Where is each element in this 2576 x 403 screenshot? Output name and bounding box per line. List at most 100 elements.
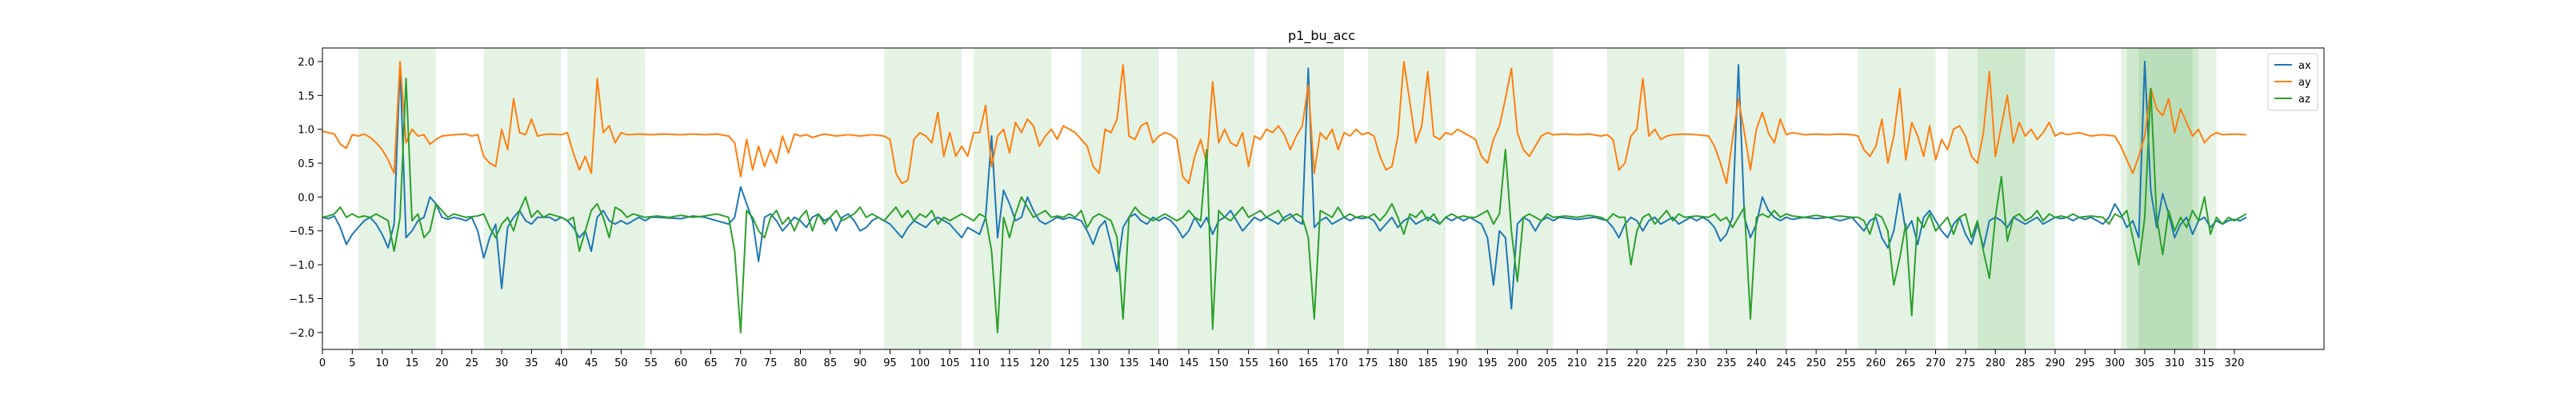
legend-label-ax: ax xyxy=(2298,60,2311,72)
x-tick-label-295: 295 xyxy=(2075,357,2095,369)
x-tick-label-50: 50 xyxy=(614,357,628,369)
x-tick-label-195: 195 xyxy=(1478,357,1498,369)
x-tick-label-165: 165 xyxy=(1298,357,1318,369)
y-axis: −2.0 −1.5 −1.0 −0.5 0.0 0.5 1.0 1.5 2.0 xyxy=(289,57,322,340)
x-tick-label-270: 270 xyxy=(1926,357,1946,369)
x-tick-label-310: 310 xyxy=(2165,357,2185,369)
y-tick-label-6: 1.0 xyxy=(298,125,314,137)
x-tick-label-250: 250 xyxy=(1806,357,1826,369)
x-axis: 0 5 10 15 20 25 30 35 40 45 50 55 60 65 70 75 80 85 90 95 10… xyxy=(319,349,2245,369)
x-tick-label-110: 110 xyxy=(970,357,990,369)
x-tick-label-150: 150 xyxy=(1209,357,1229,369)
x-tick-label-185: 185 xyxy=(1418,357,1438,369)
shaded-span-14 xyxy=(1977,48,2055,349)
x-tick-label-0: 0 xyxy=(319,357,326,369)
x-tick-label-230: 230 xyxy=(1686,357,1706,369)
x-tick-label-125: 125 xyxy=(1059,357,1079,369)
shaded-span-7 xyxy=(1266,48,1345,349)
shaded-span-15 xyxy=(2121,48,2199,349)
x-tick-label-290: 290 xyxy=(2045,357,2065,369)
shaded-span-1 xyxy=(483,48,562,349)
x-tick-label-200: 200 xyxy=(1507,357,1527,369)
x-tick-label-75: 75 xyxy=(764,357,778,369)
x-tick-label-210: 210 xyxy=(1567,357,1587,369)
x-tick-label-95: 95 xyxy=(883,357,897,369)
x-tick-label-40: 40 xyxy=(554,357,568,369)
legend-box xyxy=(2267,53,2318,111)
x-tick-label-205: 205 xyxy=(1538,357,1558,369)
x-tick-label-300: 300 xyxy=(2105,357,2125,369)
shaded-span-12 xyxy=(1858,48,1936,349)
x-tick-label-135: 135 xyxy=(1119,357,1139,369)
x-tick-label-25: 25 xyxy=(465,357,478,369)
shaded-spans xyxy=(358,48,2217,349)
y-tick-label-3: −0.5 xyxy=(289,226,314,238)
x-tick-label-120: 120 xyxy=(1030,357,1050,369)
y-tick-label-0: −2.0 xyxy=(289,328,314,340)
x-tick-label-240: 240 xyxy=(1746,357,1766,369)
x-tick-label-130: 130 xyxy=(1090,357,1110,369)
x-tick-label-65: 65 xyxy=(704,357,718,369)
shaded-span-10 xyxy=(1606,48,1685,349)
x-tick-label-160: 160 xyxy=(1269,357,1289,369)
x-tick-label-155: 155 xyxy=(1238,357,1258,369)
shaded-span-11 xyxy=(1708,48,1786,349)
x-tick-label-315: 315 xyxy=(2194,357,2214,369)
series-lines xyxy=(322,60,2247,333)
y-tick-label-2: −1.0 xyxy=(289,260,314,272)
x-tick-label-305: 305 xyxy=(2135,357,2155,369)
x-tick-label-55: 55 xyxy=(645,357,658,369)
x-tick-label-145: 145 xyxy=(1179,357,1199,369)
x-tick-label-190: 190 xyxy=(1448,357,1468,369)
x-tick-label-100: 100 xyxy=(910,357,930,369)
x-tick-label-170: 170 xyxy=(1328,357,1348,369)
x-tick-label-175: 175 xyxy=(1358,357,1378,369)
y-tick-label-4: 0.0 xyxy=(298,192,314,204)
shaded-span-17 xyxy=(2126,48,2193,349)
x-tick-label-30: 30 xyxy=(495,357,509,369)
x-tick-label-280: 280 xyxy=(1986,357,2006,369)
shaded-span-4 xyxy=(974,48,1052,349)
x-tick-label-80: 80 xyxy=(794,357,807,369)
x-tick-label-85: 85 xyxy=(824,357,838,369)
x-tick-label-245: 245 xyxy=(1776,357,1796,369)
x-tick-label-20: 20 xyxy=(435,357,449,369)
x-tick-label-235: 235 xyxy=(1717,357,1737,369)
shaded-span-0 xyxy=(358,48,436,349)
x-tick-label-35: 35 xyxy=(525,357,538,369)
plot-frame xyxy=(322,47,2325,350)
x-tick-label-60: 60 xyxy=(674,357,688,369)
series-line-az xyxy=(322,78,2247,333)
legend-label-az: az xyxy=(2298,94,2310,106)
x-tick-label-285: 285 xyxy=(2015,357,2035,369)
x-tick-label-320: 320 xyxy=(2225,357,2245,369)
x-tick-label-5: 5 xyxy=(349,357,355,369)
series-line-ax xyxy=(322,60,2247,310)
x-tick-label-180: 180 xyxy=(1388,357,1408,369)
legend: ax ay az xyxy=(2267,53,2318,111)
series-line-ay xyxy=(322,60,2246,185)
x-tick-label-260: 260 xyxy=(1866,357,1886,369)
x-tick-label-115: 115 xyxy=(999,357,1019,369)
x-tick-label-140: 140 xyxy=(1149,357,1169,369)
x-tick-label-215: 215 xyxy=(1597,357,1617,369)
x-tick-label-105: 105 xyxy=(940,357,960,369)
x-tick-label-275: 275 xyxy=(1955,357,1975,369)
shaded-span-8 xyxy=(1368,48,1446,349)
x-tick-label-220: 220 xyxy=(1627,357,1647,369)
x-tick-label-70: 70 xyxy=(734,357,748,369)
y-tick-label-5: 0.5 xyxy=(298,158,314,170)
shaded-span-6 xyxy=(1177,48,1255,349)
chart-title: p1_bu_acc xyxy=(1288,28,1355,44)
x-tick-label-10: 10 xyxy=(375,357,389,369)
y-tick-label-8: 2.0 xyxy=(298,57,314,69)
x-tick-label-45: 45 xyxy=(585,357,598,369)
y-tick-label-7: 1.5 xyxy=(298,90,314,102)
x-tick-label-90: 90 xyxy=(854,357,867,369)
x-tick-label-15: 15 xyxy=(406,357,419,369)
x-tick-label-265: 265 xyxy=(1896,357,1916,369)
x-tick-label-225: 225 xyxy=(1657,357,1677,369)
shaded-span-2 xyxy=(567,48,646,349)
